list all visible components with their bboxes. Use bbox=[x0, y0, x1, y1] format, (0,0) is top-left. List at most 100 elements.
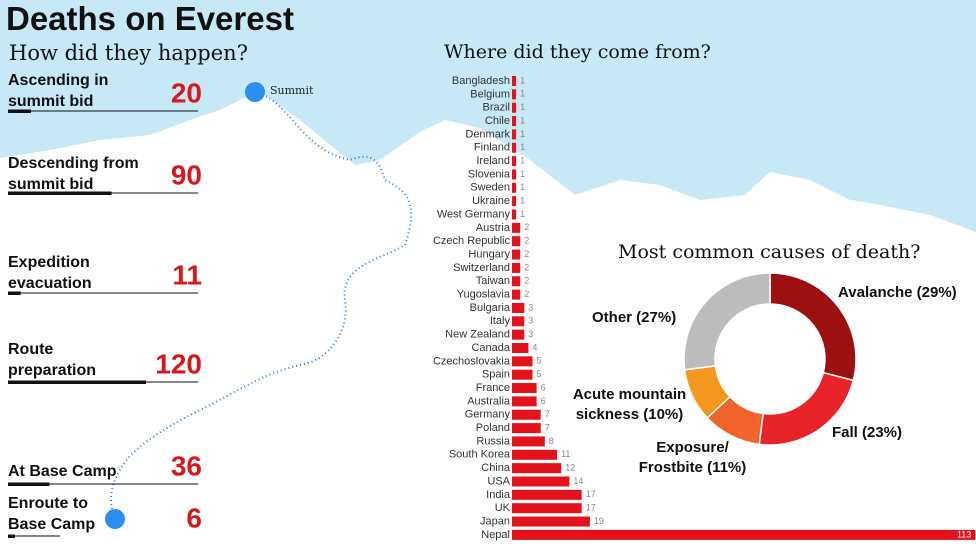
value-label: 2 bbox=[524, 236, 529, 246]
category-label: Italy bbox=[490, 315, 511, 327]
value-label: 36 bbox=[171, 450, 202, 481]
bar bbox=[512, 369, 533, 380]
phase-label: Descending from summit bid bbox=[8, 155, 139, 193]
summit-label: Summit bbox=[270, 84, 314, 97]
value-label: 6 bbox=[186, 502, 202, 533]
bar bbox=[512, 196, 517, 207]
category-label: France bbox=[476, 382, 510, 394]
value-label: 14 bbox=[573, 476, 583, 486]
value-label: 1 bbox=[520, 89, 525, 99]
value-label: 1 bbox=[520, 196, 525, 206]
slice-label: Fall (23%) bbox=[832, 424, 903, 441]
value-label: 3 bbox=[528, 316, 533, 326]
value-label: 3 bbox=[528, 329, 533, 339]
bar bbox=[512, 76, 517, 86]
value-label: 90 bbox=[171, 159, 202, 190]
category-label: Ukraine bbox=[472, 195, 510, 207]
phase-label: Enroute to Base Camp bbox=[8, 495, 96, 533]
category-label: Nepal bbox=[481, 529, 510, 541]
value-label: 6 bbox=[541, 396, 546, 406]
bar bbox=[512, 396, 537, 407]
category-label: Hungary bbox=[468, 248, 510, 260]
category-label: India bbox=[486, 489, 511, 501]
value-label: 8 bbox=[549, 436, 554, 446]
category-label: Bulgaria bbox=[470, 302, 511, 314]
summit-marker bbox=[245, 82, 265, 102]
chart-title: How did they happen? bbox=[9, 41, 248, 65]
value-label: 11 bbox=[172, 259, 202, 290]
value-label: 6 bbox=[541, 382, 546, 392]
sky bbox=[0, 0, 976, 232]
value-label: 1 bbox=[520, 115, 525, 125]
category-label: Japan bbox=[480, 515, 510, 527]
bar bbox=[512, 129, 517, 140]
donut-slice bbox=[683, 272, 771, 371]
phase-label: Route preparation bbox=[8, 341, 97, 379]
value-label: 20 bbox=[171, 77, 202, 108]
category-label: Poland bbox=[476, 422, 510, 434]
value-label: 1 bbox=[520, 142, 525, 152]
category-label: South Korea bbox=[449, 449, 511, 461]
phase-bar bbox=[8, 191, 112, 195]
bar bbox=[512, 343, 529, 353]
bar bbox=[512, 276, 521, 287]
category-label: Brazil bbox=[482, 102, 510, 114]
bar bbox=[512, 102, 517, 113]
bar bbox=[512, 356, 533, 367]
chart-title: Where did they come from? bbox=[444, 41, 711, 63]
category-label: UK bbox=[495, 502, 511, 514]
bar bbox=[512, 476, 570, 487]
bar bbox=[512, 209, 517, 220]
category-label: Czech Republic bbox=[433, 235, 511, 247]
category-label: New Zealand bbox=[445, 329, 510, 341]
bar bbox=[512, 156, 517, 167]
value-label: 2 bbox=[524, 289, 529, 299]
value-label: 1 bbox=[520, 182, 525, 192]
value-label: 17 bbox=[586, 489, 596, 499]
value-label: 3 bbox=[528, 302, 533, 312]
phase-bar bbox=[8, 109, 31, 113]
category-label: China bbox=[481, 462, 511, 474]
bar bbox=[512, 423, 541, 434]
bar bbox=[512, 289, 521, 300]
value-label: 2 bbox=[524, 249, 529, 259]
main-title: Deaths on Everest bbox=[6, 0, 294, 37]
bar bbox=[512, 463, 562, 474]
value-label: 5 bbox=[537, 369, 542, 379]
category-label: Slovenia bbox=[468, 168, 511, 180]
chart-title: Most common causes of death? bbox=[618, 241, 920, 263]
category-label: Austria bbox=[476, 222, 511, 234]
value-label: 1 bbox=[520, 169, 525, 179]
phase-bar bbox=[8, 380, 146, 384]
bar bbox=[512, 222, 521, 233]
value-label: 120 bbox=[155, 348, 202, 379]
category-label: Taiwan bbox=[476, 275, 510, 287]
category-label: Russia bbox=[476, 435, 511, 447]
category-label: Czechoslovakia bbox=[433, 355, 511, 367]
value-label: 7 bbox=[545, 409, 550, 419]
bar bbox=[512, 516, 590, 527]
value-label: 2 bbox=[524, 276, 529, 286]
bar bbox=[512, 302, 525, 313]
value-label: 4 bbox=[532, 342, 537, 352]
bar bbox=[512, 329, 525, 340]
bar bbox=[512, 316, 525, 327]
slice-label: Exposure/ Frostbite (11%) bbox=[638, 439, 747, 476]
slice-label: Avalanche (29%) bbox=[838, 284, 957, 301]
bar bbox=[512, 503, 582, 514]
bar bbox=[512, 249, 521, 260]
phase-bar bbox=[8, 291, 21, 295]
value-label: 113 bbox=[957, 529, 971, 539]
slice-label: Other (27%) bbox=[592, 309, 677, 326]
bar bbox=[512, 89, 517, 100]
category-label: Denmark bbox=[465, 128, 510, 140]
phase-label: At Base Camp bbox=[8, 463, 117, 480]
category-label: Bangladesh bbox=[452, 75, 510, 87]
category-label: Spain bbox=[482, 369, 510, 381]
category-label: Australia bbox=[467, 395, 511, 407]
bar bbox=[512, 489, 582, 500]
bar bbox=[512, 383, 537, 394]
category-label: Ireland bbox=[476, 155, 510, 167]
category-label: USA bbox=[487, 475, 510, 487]
